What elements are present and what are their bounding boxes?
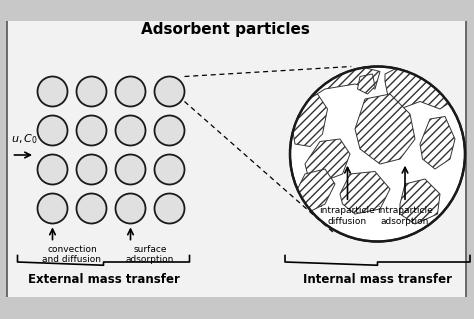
Text: surface
adsorption: surface adsorption bbox=[126, 244, 174, 264]
Text: Adsorbent particles: Adsorbent particles bbox=[141, 23, 310, 38]
Circle shape bbox=[116, 194, 146, 224]
Text: Internal mass transfer: Internal mass transfer bbox=[303, 273, 452, 286]
Circle shape bbox=[76, 154, 107, 184]
Circle shape bbox=[76, 115, 107, 145]
Polygon shape bbox=[295, 169, 335, 214]
Circle shape bbox=[116, 115, 146, 145]
Circle shape bbox=[116, 154, 146, 184]
Bar bbox=[0, 296, 474, 319]
Circle shape bbox=[290, 66, 465, 241]
Circle shape bbox=[116, 77, 146, 107]
Bar bbox=[0, 0, 474, 21]
Text: convection
and diffusion: convection and diffusion bbox=[43, 244, 101, 264]
Circle shape bbox=[155, 77, 184, 107]
Polygon shape bbox=[292, 94, 328, 146]
Text: intraparticle
diffusion: intraparticle diffusion bbox=[319, 206, 375, 226]
Polygon shape bbox=[400, 179, 440, 224]
Circle shape bbox=[155, 154, 184, 184]
Polygon shape bbox=[292, 64, 380, 101]
Text: External mass transfer: External mass transfer bbox=[27, 273, 180, 286]
Circle shape bbox=[37, 154, 67, 184]
Circle shape bbox=[37, 194, 67, 224]
Polygon shape bbox=[385, 64, 455, 109]
Polygon shape bbox=[357, 74, 375, 94]
Circle shape bbox=[155, 115, 184, 145]
Circle shape bbox=[37, 77, 67, 107]
Polygon shape bbox=[355, 94, 415, 164]
Text: intraparticle
adsorption: intraparticle adsorption bbox=[377, 206, 433, 226]
Polygon shape bbox=[420, 116, 455, 169]
Circle shape bbox=[155, 194, 184, 224]
Circle shape bbox=[76, 194, 107, 224]
Polygon shape bbox=[305, 139, 350, 182]
Circle shape bbox=[76, 77, 107, 107]
Circle shape bbox=[37, 115, 67, 145]
Polygon shape bbox=[340, 172, 390, 214]
Text: $u,C_0$: $u,C_0$ bbox=[11, 133, 38, 146]
